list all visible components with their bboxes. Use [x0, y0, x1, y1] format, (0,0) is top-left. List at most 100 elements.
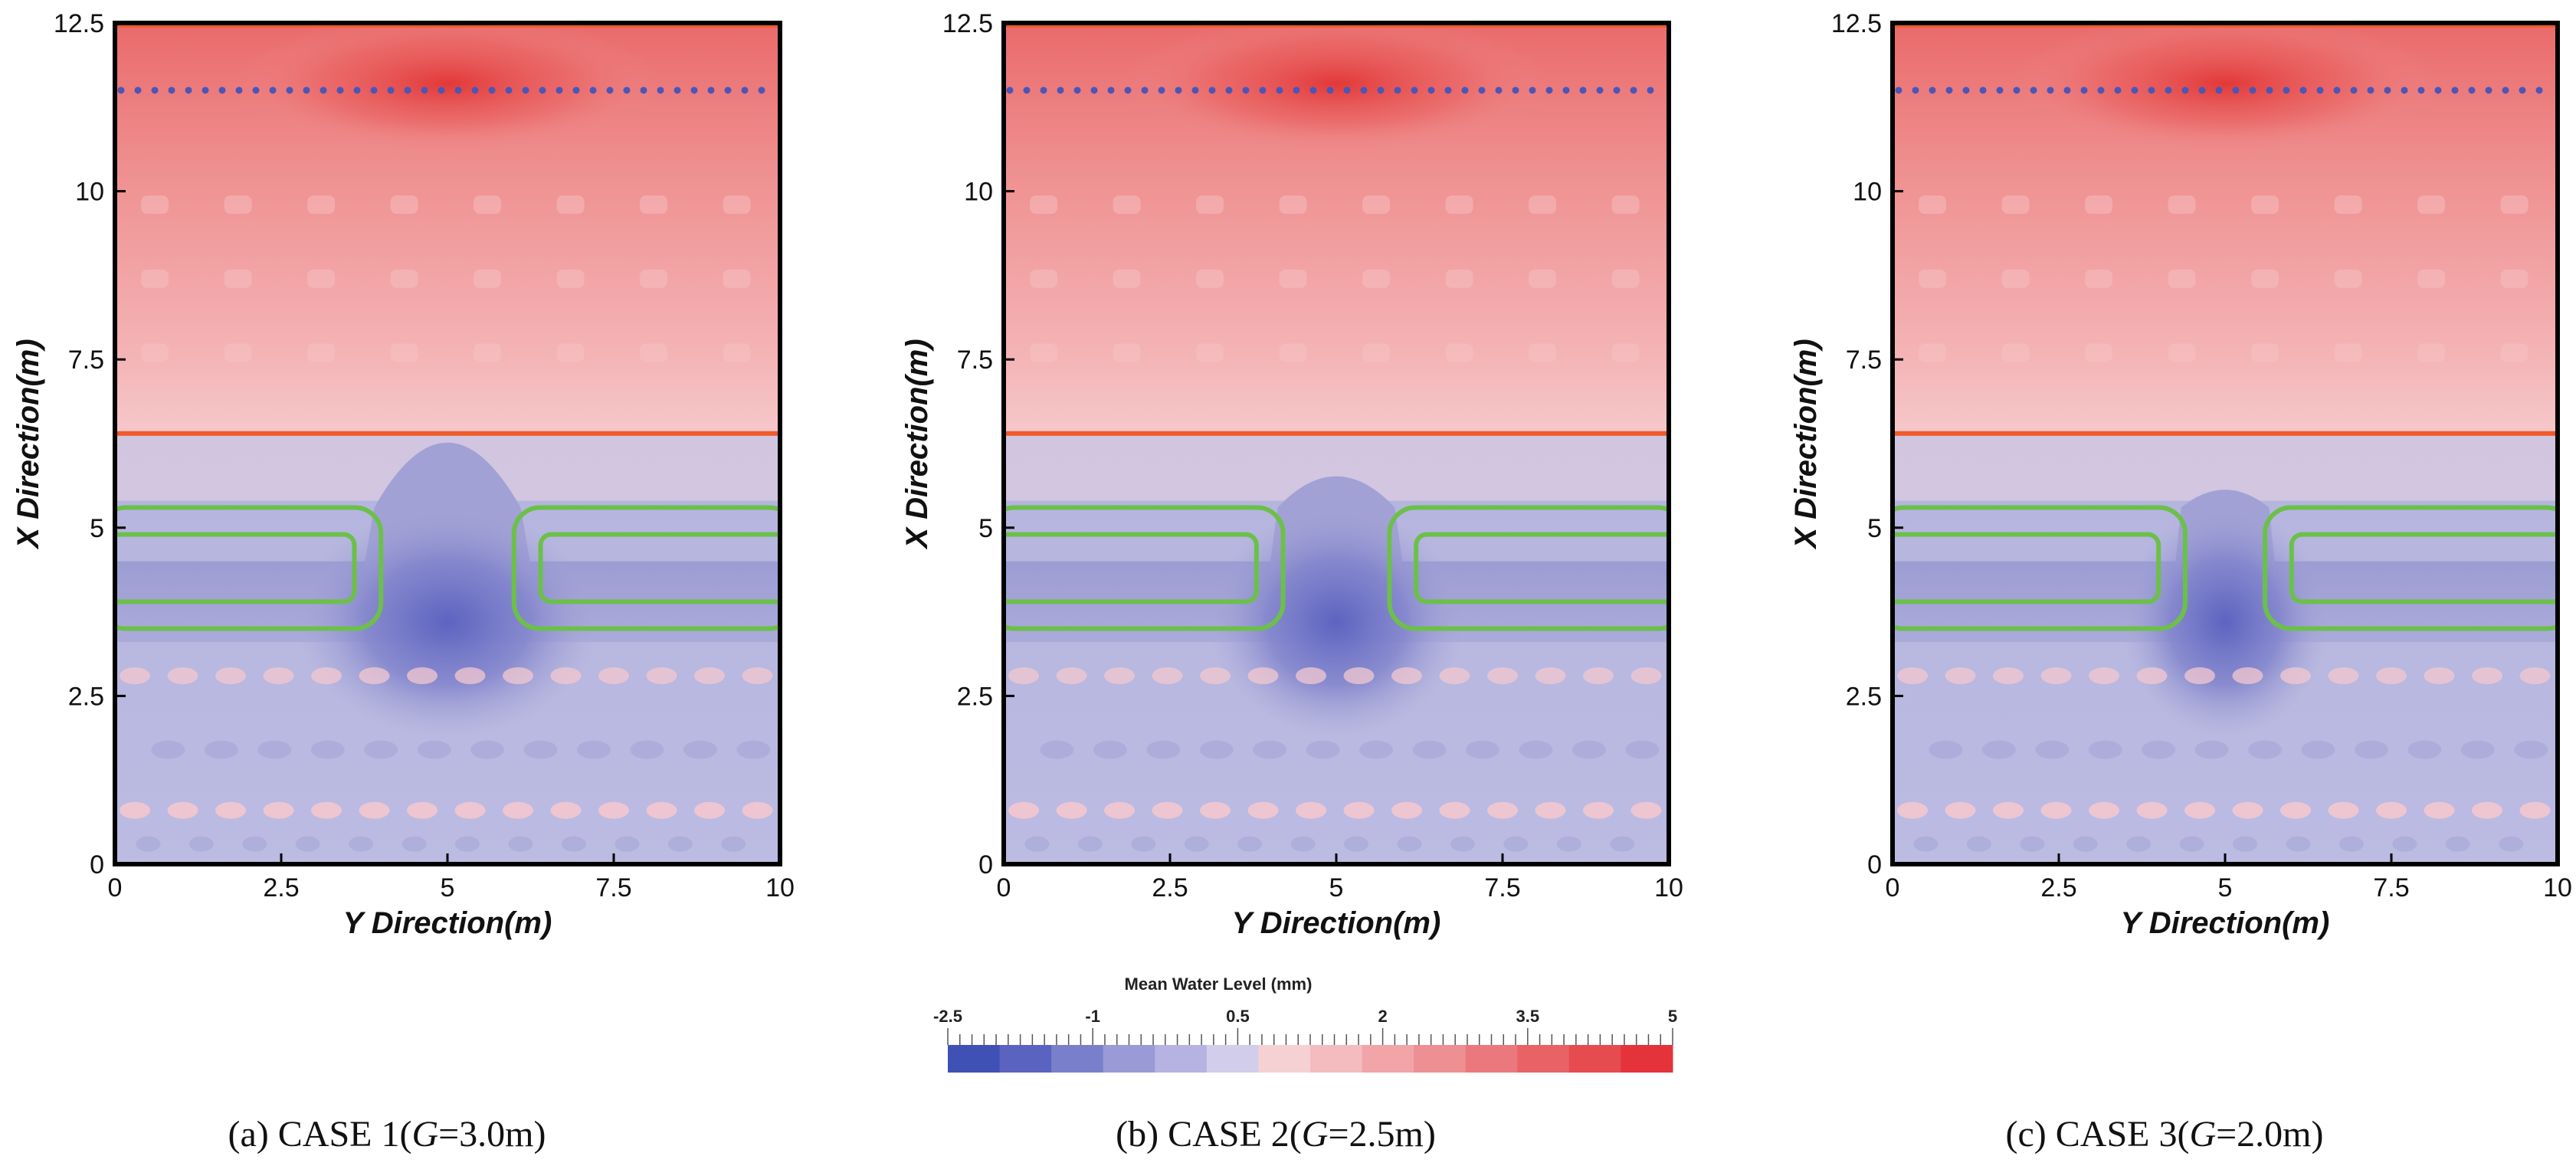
colorbar-swatches: [948, 1045, 1673, 1073]
speckle: [556, 195, 585, 215]
speckle: [2233, 836, 2258, 852]
speckle: [2417, 343, 2446, 362]
colorbar-swatch: [948, 1045, 1001, 1073]
speckle: [2251, 195, 2279, 215]
speckle: [2001, 195, 2030, 215]
y-axis-label: X Direction(m): [1789, 339, 1823, 549]
speckle: [1945, 667, 1976, 685]
speckle: [2085, 269, 2113, 288]
gap-low-core: [1210, 506, 1463, 737]
speckle: [2184, 667, 2216, 685]
speckle: [1113, 343, 1141, 362]
speckle: [1131, 836, 1156, 852]
speckle: [407, 801, 438, 819]
speckle: [470, 740, 505, 759]
speckle: [390, 195, 418, 215]
y-tick-label: 7.5: [68, 346, 104, 375]
colorbar-swatch: [1414, 1045, 1467, 1073]
contour-field: [1893, 23, 2558, 864]
speckle: [2251, 343, 2279, 362]
speckle: [2376, 667, 2407, 685]
colorbar-tick-label: -2.5: [933, 1007, 962, 1026]
speckle: [1152, 801, 1183, 819]
speckle: [2407, 740, 2442, 759]
speckle: [136, 836, 161, 852]
colorbar-swatch: [1103, 1045, 1155, 1073]
speckle: [1196, 269, 1224, 288]
frame-mask: [780, 0, 811, 895]
speckle: [2089, 667, 2120, 685]
speckle: [1929, 740, 1963, 759]
speckle: [1247, 801, 1279, 819]
x-axis-label: Y Direction(m): [1232, 906, 1441, 940]
caption-3: (c) CASE 3(G=2.0m): [2005, 1114, 2323, 1155]
colorbar-swatch: [999, 1045, 1052, 1073]
contour-field: [1004, 23, 1669, 864]
speckle: [508, 836, 533, 852]
x-tick-label: 7.5: [595, 873, 631, 902]
speckle: [1625, 740, 1660, 759]
speckle: [1290, 836, 1316, 852]
speckle: [646, 801, 677, 819]
speckle: [630, 740, 664, 759]
speckle: [454, 801, 486, 819]
speckle: [307, 195, 336, 215]
speckle: [2328, 801, 2359, 819]
speckle: [1529, 195, 1557, 215]
speckle: [242, 836, 267, 852]
speckle: [2417, 195, 2446, 215]
speckle: [1296, 667, 1327, 685]
captions: (a) CASE 1(G=3.0m) (b) CASE 2(G=2.5m) (c) …: [228, 1114, 2323, 1155]
speckle: [1445, 195, 1473, 215]
speckle: [2471, 667, 2502, 685]
speckle: [2519, 801, 2551, 819]
speckle: [1279, 195, 1307, 215]
speckle: [454, 667, 486, 685]
y-tick-label: 0: [978, 850, 993, 879]
colorbar-tick-label: 0.5: [1226, 1007, 1250, 1026]
gap-low-core: [2122, 506, 2328, 737]
speckle: [2184, 801, 2216, 819]
speckle: [2001, 269, 2030, 288]
colorbar-tick-label: 5: [1668, 1007, 1677, 1026]
colorbar-swatch: [1051, 1045, 1104, 1073]
speckle: [1306, 740, 1340, 759]
speckle: [723, 195, 751, 215]
y-tick-label: 2.5: [68, 682, 104, 711]
colorbar-swatch: [1155, 1045, 1208, 1073]
speckle: [1077, 836, 1103, 852]
speckle: [417, 740, 451, 759]
speckle: [141, 195, 169, 215]
speckle: [1362, 269, 1391, 288]
speckle: [2424, 801, 2455, 819]
speckle: [1113, 269, 1141, 288]
speckle: [1253, 740, 1287, 759]
speckle: [1030, 195, 1058, 215]
x-tick-label: 10: [1654, 873, 1683, 902]
speckle: [2376, 801, 2407, 819]
caption-variable: G: [1302, 1114, 1329, 1155]
speckle: [503, 667, 534, 685]
speckle: [1529, 269, 1557, 288]
panels: 0 2.5 5 7.5 10 12.5 0 2.5 5 7.5 10 Y Direction(m) X …: [11, 0, 2576, 940]
speckle: [455, 836, 480, 852]
speckle: [1611, 195, 1640, 215]
gap-low-core: [297, 506, 598, 737]
y-tick-label: 0: [1867, 850, 1882, 879]
y-tick-label: 0: [90, 850, 104, 879]
x-axis-label: Y Direction(m): [343, 906, 552, 940]
x-tick-label: 2.5: [1152, 873, 1188, 902]
speckle: [1344, 836, 1369, 852]
speckle: [224, 343, 252, 362]
speckle: [151, 740, 185, 759]
speckle: [556, 343, 585, 362]
speckle: [1343, 667, 1375, 685]
y-axis-label: X Direction(m): [900, 339, 934, 549]
speckle: [1362, 195, 1391, 215]
speckle: [615, 836, 640, 852]
speckle: [1362, 343, 1391, 362]
x-tick-label: 5: [1329, 873, 1344, 902]
caption-suffix: =3.0m): [438, 1114, 546, 1155]
frame-mask: [2558, 0, 2576, 895]
speckle: [2040, 801, 2072, 819]
